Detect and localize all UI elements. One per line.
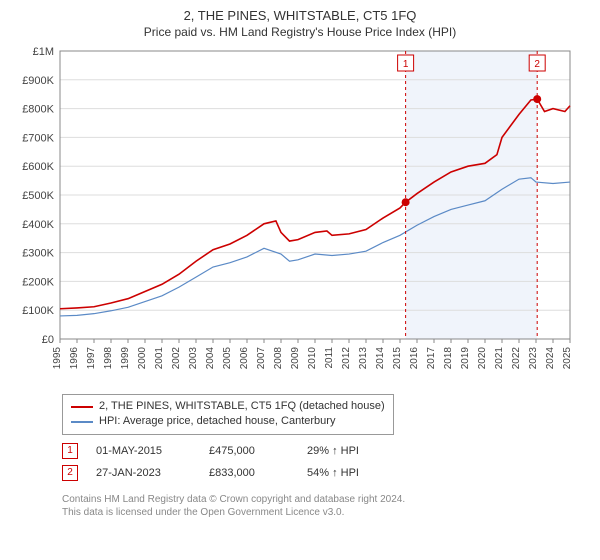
svg-text:2006: 2006	[239, 347, 250, 370]
legend-row-property: 2, THE PINES, WHITSTABLE, CT5 1FQ (detac…	[71, 399, 385, 414]
svg-text:2000: 2000	[137, 347, 148, 370]
legend-label-hpi: HPI: Average price, detached house, Cant…	[99, 414, 335, 429]
svg-text:2023: 2023	[528, 347, 539, 370]
svg-text:2005: 2005	[222, 347, 233, 370]
svg-text:2003: 2003	[188, 347, 199, 370]
legend-swatch-property	[71, 406, 93, 408]
svg-text:£700K: £700K	[22, 132, 54, 144]
sale-date: 27-JAN-2023	[96, 467, 191, 479]
svg-text:1998: 1998	[103, 347, 114, 370]
svg-text:2018: 2018	[443, 347, 454, 370]
sale-date: 01-MAY-2015	[96, 445, 191, 457]
chart-svg: £0 £100K £200K £300K £400K £500K £600K £700K £80…	[12, 45, 582, 385]
chart-subtitle: Price paid vs. HM Land Registry's House …	[12, 25, 588, 39]
svg-text:2004: 2004	[205, 347, 216, 370]
svg-text:2010: 2010	[307, 347, 318, 370]
svg-text:£800K: £800K	[22, 104, 54, 116]
svg-text:2020: 2020	[477, 347, 488, 370]
svg-text:2015: 2015	[392, 347, 403, 370]
svg-text:£400K: £400K	[22, 219, 54, 231]
footer-attribution: Contains HM Land Registry data © Crown c…	[62, 493, 588, 519]
sales-list: 1 01-MAY-2015 £475,000 29% ↑ HPI 2 27-JA…	[62, 443, 588, 487]
svg-text:2001: 2001	[154, 347, 165, 370]
svg-text:£600K: £600K	[22, 161, 54, 173]
svg-text:1995: 1995	[52, 347, 63, 370]
chart-plot: £0 £100K £200K £300K £400K £500K £600K £700K £80…	[12, 45, 588, 388]
svg-text:£500K: £500K	[22, 190, 54, 202]
svg-text:2014: 2014	[375, 347, 386, 370]
footer-line1: Contains HM Land Registry data © Crown c…	[62, 493, 588, 506]
svg-text:2007: 2007	[256, 347, 267, 370]
svg-text:2009: 2009	[290, 347, 301, 370]
sale-pct: 29% ↑ HPI	[307, 445, 387, 457]
svg-text:2022: 2022	[511, 347, 522, 370]
legend-row-hpi: HPI: Average price, detached house, Cant…	[71, 414, 385, 429]
footer-line2: This data is licensed under the Open Gov…	[62, 506, 588, 519]
sale-row: 2 27-JAN-2023 £833,000 54% ↑ HPI	[62, 465, 588, 481]
svg-text:2019: 2019	[460, 347, 471, 370]
sale-row: 1 01-MAY-2015 £475,000 29% ↑ HPI	[62, 443, 588, 459]
svg-text:2012: 2012	[341, 347, 352, 370]
svg-text:£300K: £300K	[22, 248, 54, 260]
svg-text:1999: 1999	[120, 347, 131, 370]
svg-text:2024: 2024	[545, 347, 556, 370]
svg-text:£1M: £1M	[33, 46, 54, 58]
legend: 2, THE PINES, WHITSTABLE, CT5 1FQ (detac…	[62, 394, 394, 435]
svg-text:2008: 2008	[273, 347, 284, 370]
svg-text:1996: 1996	[69, 347, 80, 370]
sale-marker-2: 2	[62, 465, 78, 481]
legend-label-property: 2, THE PINES, WHITSTABLE, CT5 1FQ (detac…	[99, 399, 385, 414]
svg-text:2013: 2013	[358, 347, 369, 370]
svg-text:2011: 2011	[324, 347, 335, 369]
svg-text:2: 2	[534, 59, 540, 70]
svg-text:2016: 2016	[409, 347, 420, 370]
svg-text:2017: 2017	[426, 347, 437, 370]
svg-text:£200K: £200K	[22, 276, 54, 288]
svg-text:£900K: £900K	[22, 75, 54, 87]
svg-text:1997: 1997	[86, 347, 97, 370]
svg-text:1: 1	[403, 59, 409, 70]
legend-swatch-hpi	[71, 421, 93, 423]
svg-text:2002: 2002	[171, 347, 182, 370]
sale-price: £475,000	[209, 445, 289, 457]
sale-pct: 54% ↑ HPI	[307, 467, 387, 479]
sale-marker-1: 1	[62, 443, 78, 459]
sale-price: £833,000	[209, 467, 289, 479]
chart-title: 2, THE PINES, WHITSTABLE, CT5 1FQ	[12, 8, 588, 23]
svg-text:£100K: £100K	[22, 305, 54, 317]
svg-text:2025: 2025	[562, 347, 573, 370]
svg-text:2021: 2021	[494, 347, 505, 370]
svg-text:£0: £0	[42, 334, 54, 346]
